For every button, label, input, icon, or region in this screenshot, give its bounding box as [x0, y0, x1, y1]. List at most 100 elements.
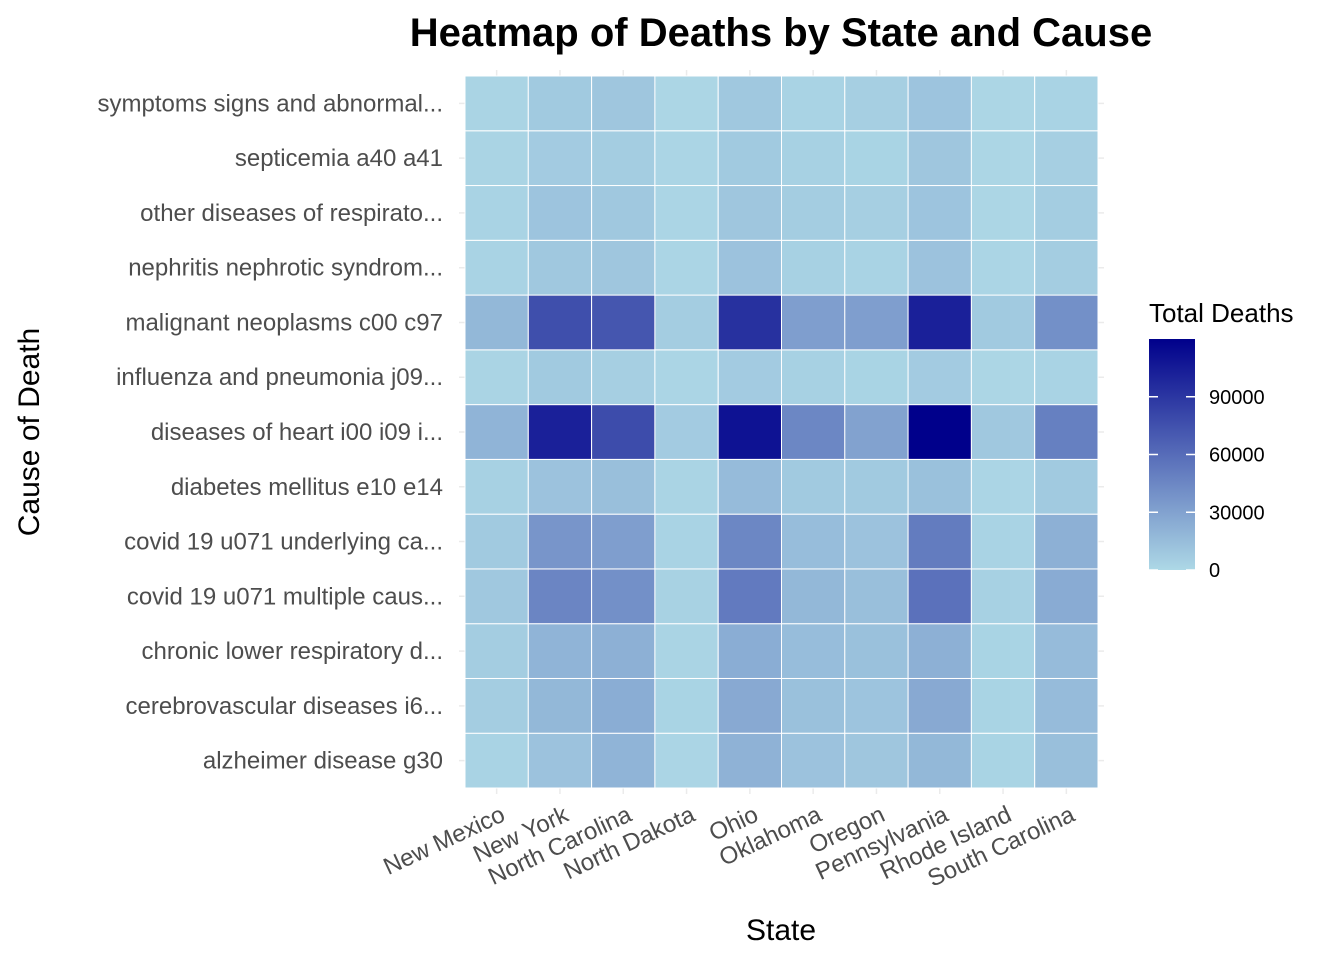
heatmap-cell [464, 349, 529, 406]
heatmap-cell [1034, 294, 1099, 351]
heatmap-cell [781, 623, 846, 679]
heatmap-cell [464, 130, 529, 187]
heatmap-cell [527, 185, 593, 241]
heatmap-cell [1034, 513, 1099, 570]
y-axis-title: Cause of Death [13, 328, 46, 536]
y-tick-label: cerebrovascular diseases i6... [126, 693, 443, 720]
heatmap-cell [970, 130, 1036, 187]
heatmap-cell [654, 294, 719, 351]
y-tick-label: covid 19 u071 underlying ca... [124, 529, 443, 556]
heatmap-cell [527, 568, 593, 625]
heatmap-cell [654, 458, 719, 515]
heatmap-cell [591, 75, 656, 132]
heatmap-cell [907, 404, 972, 460]
heatmap-cell [464, 294, 529, 351]
heatmap-cell [527, 294, 593, 351]
heatmap-cell [717, 732, 783, 789]
heatmap-cell [717, 185, 783, 241]
heatmap-cell [1034, 185, 1099, 241]
heatmap-cell [591, 404, 656, 460]
heatmap-cell [970, 732, 1036, 789]
heatmap-cell [844, 130, 909, 187]
heatmap-cell [717, 294, 783, 351]
heatmap-cell [591, 130, 656, 187]
heatmap-cell [970, 294, 1036, 351]
heatmap-cell [654, 239, 719, 296]
heatmap-cell [654, 677, 719, 734]
heatmap-cell [527, 130, 593, 187]
heatmap-cell [464, 185, 529, 241]
heatmap-cell [527, 732, 593, 789]
heatmap-cell [464, 732, 529, 789]
heatmap-cell [970, 239, 1036, 296]
heatmap-cell [1034, 623, 1099, 679]
heatmap-cell [527, 75, 593, 132]
color-legend: Total Deaths 0 30000 60000 90000 [1149, 298, 1294, 582]
heatmap-cell [717, 349, 783, 406]
heatmap-cell [781, 677, 846, 734]
heatmap-cell [654, 404, 719, 460]
heatmap-cell [717, 239, 783, 296]
heatmap-cell [527, 349, 593, 406]
heatmap-cell [970, 185, 1036, 241]
heatmap-cell [781, 732, 846, 789]
heatmap-cell [591, 568, 656, 625]
heatmap-cell [844, 732, 909, 789]
heatmap-cell [970, 513, 1036, 570]
heatmap-cell [781, 568, 846, 625]
heatmap-cell [591, 677, 656, 734]
heatmap-cell [527, 239, 593, 296]
legend-tick-label: 90000 [1209, 387, 1265, 409]
heatmap-cell [844, 677, 909, 734]
y-tick-label: influenza and pneumonia j09... [116, 364, 443, 391]
heatmap-cell [464, 404, 529, 460]
heatmap-cell [907, 75, 972, 132]
y-tick-labels: alzheimer disease g30 cerebrovascular dis… [98, 90, 443, 774]
heatmap-cell [907, 623, 972, 679]
heatmap-cell [844, 513, 909, 570]
heatmap-cell [717, 568, 783, 625]
heatmap-cell [527, 458, 593, 515]
legend-tick-label: 30000 [1209, 502, 1265, 524]
heatmap-cell [464, 458, 529, 515]
heatmap-cell [654, 732, 719, 789]
heatmap-cell [654, 623, 719, 679]
heatmap-cell [1034, 75, 1099, 132]
heatmap-cell [527, 677, 593, 734]
heatmap-cell [654, 568, 719, 625]
heatmap-cell [907, 185, 972, 241]
heatmap-cell [464, 75, 529, 132]
x-axis-title: State [746, 914, 816, 947]
heatmap-cell [907, 732, 972, 789]
heatmap-cell [717, 513, 783, 570]
heatmap-cell [844, 349, 909, 406]
heatmap-cell [1034, 130, 1099, 187]
heatmap-cell [907, 458, 972, 515]
heatmap-cell [907, 130, 972, 187]
heatmap-cells [464, 75, 1099, 789]
heatmap-cell [591, 458, 656, 515]
heatmap-cell [717, 404, 783, 460]
heatmap-cell [527, 404, 593, 460]
heatmap-cell [717, 75, 783, 132]
heatmap-cell [591, 185, 656, 241]
heatmap-cell [1034, 568, 1099, 625]
heatmap-cell [781, 239, 846, 296]
heatmap-cell [970, 404, 1036, 460]
legend-tick-label: 0 [1209, 560, 1220, 582]
heatmap-cell [781, 130, 846, 187]
heatmap-cell [907, 568, 972, 625]
heatmap-cell [781, 349, 846, 406]
heatmap-cell [970, 458, 1036, 515]
heatmap-cell [907, 239, 972, 296]
heatmap-cell [781, 75, 846, 132]
chart-title: Heatmap of Deaths by State and Cause [410, 11, 1152, 55]
heatmap-cell [1034, 349, 1099, 406]
heatmap-cell [654, 349, 719, 406]
y-tick-label: septicemia a40 a41 [235, 145, 443, 172]
heatmap-cell [527, 623, 593, 679]
heatmap-cell [970, 568, 1036, 625]
heatmap-cell [781, 294, 846, 351]
